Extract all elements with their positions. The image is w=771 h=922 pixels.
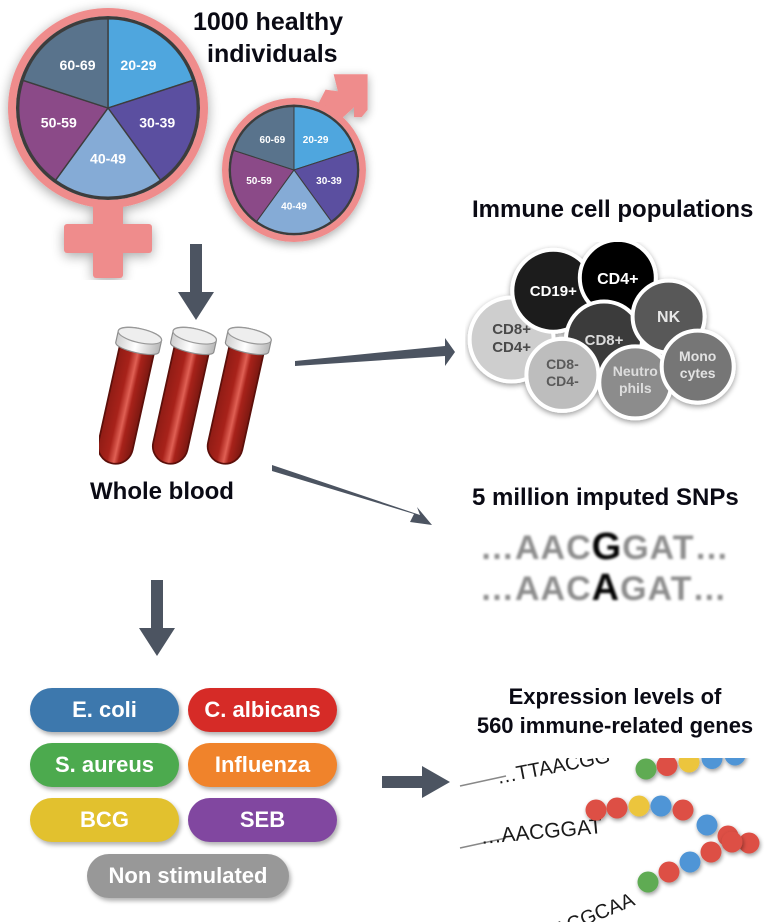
svg-text:30-39: 30-39 xyxy=(139,115,175,131)
svg-text:20-29: 20-29 xyxy=(303,135,329,146)
svg-text:phils: phils xyxy=(619,380,652,396)
svg-text:CD4+: CD4+ xyxy=(597,271,638,288)
svg-text:…AACGGAT: …AACGGAT xyxy=(479,815,603,849)
svg-text:Neutro: Neutro xyxy=(613,363,658,379)
svg-text:CD4-: CD4- xyxy=(546,373,579,389)
svg-text:60-69: 60-69 xyxy=(260,135,286,146)
svg-text:60-69: 60-69 xyxy=(60,57,96,73)
svg-text:Mono: Mono xyxy=(679,348,716,364)
svg-text:50-59: 50-59 xyxy=(41,115,77,131)
svg-text:30-39: 30-39 xyxy=(316,176,342,187)
svg-text:NK: NK xyxy=(657,309,681,326)
svg-text:CD8-: CD8- xyxy=(546,356,579,372)
svg-text:…CACGCAA: …CACGCAA xyxy=(520,889,639,922)
svg-text:40-49: 40-49 xyxy=(281,201,307,212)
svg-text:CD8+: CD8+ xyxy=(585,332,624,349)
svg-text:40-49: 40-49 xyxy=(90,150,126,166)
svg-text:CD4+: CD4+ xyxy=(492,339,531,356)
svg-text:CD8+: CD8+ xyxy=(492,321,531,338)
svg-text:CD19+: CD19+ xyxy=(530,283,577,300)
svg-text:20-29: 20-29 xyxy=(120,57,156,73)
svg-text:…TTAACGG: …TTAACGG xyxy=(495,758,612,789)
svg-text:50-59: 50-59 xyxy=(246,176,272,187)
svg-text:cytes: cytes xyxy=(680,365,716,381)
